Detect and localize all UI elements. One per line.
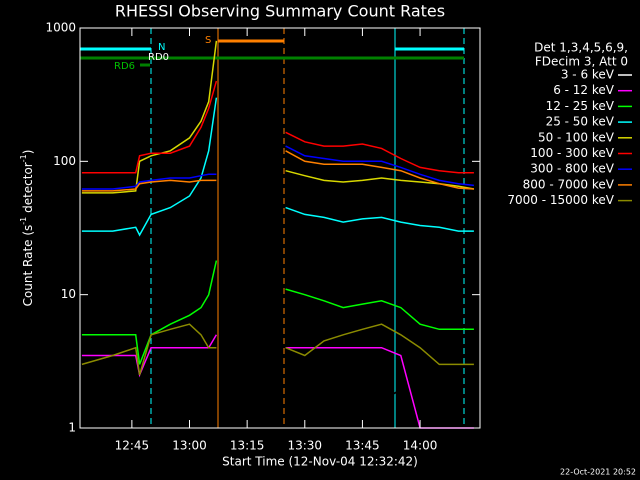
legend-label: 12 - 25 keV xyxy=(546,99,615,113)
x-tick-label: 13:30 xyxy=(287,439,322,453)
x-axis-label: Start Time (12-Nov-04 12:32:42) xyxy=(222,455,418,469)
legend-title: Det 1,3,4,5,6,9, xyxy=(534,41,628,55)
legend-label: 6 - 12 keV xyxy=(553,83,615,97)
plot-area xyxy=(81,40,475,429)
y-tick-label: 1 xyxy=(68,421,76,435)
x-tick-label: 14:00 xyxy=(403,439,438,453)
series-line xyxy=(81,334,218,378)
y-axis-label: Count Rate (s-1 detector-1) xyxy=(19,150,35,307)
legend-label: 300 - 800 keV xyxy=(530,162,614,176)
y-label-part: -1 xyxy=(19,217,28,225)
legend-label: 100 - 300 keV xyxy=(530,146,614,160)
x-tick-label: 13:15 xyxy=(230,439,265,453)
legend-label: 800 - 7000 keV xyxy=(523,177,615,191)
annotation: RD6 xyxy=(114,61,135,72)
y-tick-label: 100 xyxy=(53,154,76,168)
legend-label: 7000 - 15000 keV xyxy=(507,193,614,207)
legend-label: 25 - 50 keV xyxy=(546,115,615,129)
annotation: N xyxy=(158,42,165,53)
y-tick-label: 1000 xyxy=(45,21,76,35)
y-tick-label: 10 xyxy=(61,287,76,301)
status-bars xyxy=(79,28,465,428)
series-line xyxy=(285,206,474,232)
series-line xyxy=(285,145,474,187)
chart-title: RHESSI Observing Summary Count Rates xyxy=(115,2,445,21)
series-line xyxy=(285,323,474,366)
series-line xyxy=(285,131,474,174)
series-line xyxy=(285,150,474,190)
x-tick-label: 13:45 xyxy=(345,439,380,453)
axes-frame xyxy=(79,27,481,429)
series-line xyxy=(81,97,218,237)
y-label-part: ) xyxy=(21,150,35,155)
series-line xyxy=(81,173,217,190)
annotation: S xyxy=(205,35,211,46)
y-label-part: detector xyxy=(21,162,35,217)
y-label-part: Count Rate (s xyxy=(21,225,35,307)
annotation: RD0 xyxy=(148,52,169,63)
series-line xyxy=(81,80,218,174)
x-tick-label: 12:45 xyxy=(115,439,150,453)
y-label-part: -1 xyxy=(19,154,28,162)
series-line xyxy=(81,260,218,365)
footer: 22-Oct-2021 20:52 xyxy=(560,468,636,477)
legend-title: FDecim 3, Att 0 xyxy=(535,55,628,69)
series-line xyxy=(81,179,217,192)
series-line xyxy=(81,323,217,376)
legend-label: 50 - 100 keV xyxy=(538,130,615,144)
legend-label: 3 - 6 keV xyxy=(561,68,615,82)
x-tick-label: 13:00 xyxy=(172,439,207,453)
series-line xyxy=(285,288,474,331)
